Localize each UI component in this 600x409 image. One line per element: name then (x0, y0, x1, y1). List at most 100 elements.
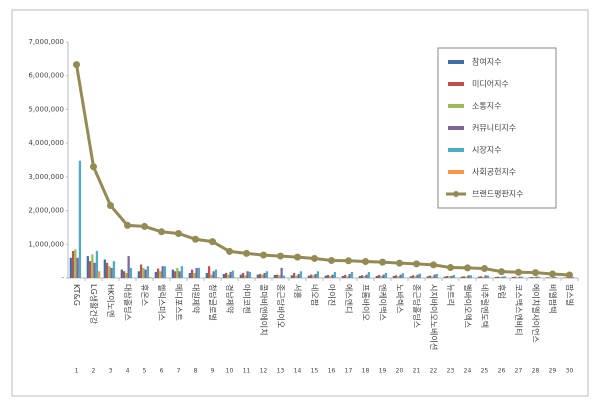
bar (171, 269, 174, 278)
bar (428, 275, 432, 278)
bar (516, 277, 519, 278)
bar (499, 276, 502, 278)
bar (137, 271, 140, 278)
bar (348, 273, 351, 278)
bar (129, 267, 133, 278)
legend-label: 사회공헌지수 (472, 168, 516, 177)
bar (292, 272, 296, 278)
bar (159, 271, 162, 278)
y-tick-label: 7,000,000 (28, 38, 64, 46)
bar (193, 272, 196, 278)
bar (78, 160, 82, 278)
legend-swatch (448, 60, 464, 64)
bar (127, 256, 130, 278)
bar (469, 275, 473, 278)
bar (382, 274, 385, 278)
bar (178, 271, 181, 278)
y-tick-label: 5,000,000 (28, 105, 64, 113)
bar (486, 275, 490, 278)
bar (530, 276, 534, 278)
bar (433, 274, 436, 278)
bar (103, 259, 106, 278)
y-tick-label: 1,000,000 (28, 240, 64, 248)
rank-label: 2 (92, 368, 96, 375)
bar (142, 267, 145, 278)
rank-label: 12 (260, 368, 268, 375)
bar (112, 261, 116, 278)
line-marker (90, 163, 97, 171)
bar (229, 271, 232, 278)
x-tick-label: 에스엔디 (344, 284, 354, 313)
bar (467, 275, 470, 278)
bar (108, 266, 111, 278)
bar (188, 272, 191, 278)
bar (295, 275, 298, 278)
rank-label: 9 (211, 368, 215, 375)
bar (360, 275, 364, 278)
bar (263, 272, 266, 278)
rank-label: 4 (126, 368, 130, 375)
bar (278, 275, 281, 278)
bar (547, 277, 551, 278)
bar (513, 276, 517, 278)
bar (214, 269, 218, 278)
bar (416, 274, 419, 278)
bar (479, 276, 483, 278)
x-tick-label: 시지바이오노베이션 (429, 284, 439, 350)
legend-marker (453, 191, 459, 197)
bar (333, 271, 337, 278)
bar (331, 274, 334, 278)
bar (248, 271, 252, 278)
bar (299, 271, 303, 278)
rank-label: 28 (532, 368, 540, 375)
bar (290, 275, 293, 278)
bar (550, 277, 553, 278)
bar (380, 275, 383, 278)
rank-label: 19 (379, 368, 387, 375)
bar (224, 272, 228, 278)
bar (426, 276, 429, 278)
bar (161, 266, 164, 278)
line-marker (362, 257, 369, 265)
x-tick-label: 아이진 (327, 284, 337, 306)
bar (217, 276, 220, 278)
bar (241, 272, 245, 278)
rank-label: 15 (311, 368, 319, 375)
line-marker (294, 253, 301, 261)
rank-label: 29 (549, 368, 557, 375)
bar (86, 256, 89, 278)
bar (545, 277, 548, 278)
rank-label: 18 (362, 368, 370, 375)
line-marker (226, 247, 233, 255)
bar (518, 276, 521, 278)
bar (520, 276, 524, 278)
bar (511, 276, 514, 278)
x-tick-label: 대원제약 (191, 284, 201, 314)
bar (173, 271, 177, 278)
legend-label: 커뮤니티지수 (472, 123, 516, 133)
x-tick-label: 헬릭스미스 (157, 284, 167, 321)
bar (392, 275, 395, 278)
x-tick-label: 청담글로벌 (208, 284, 218, 321)
bar (98, 271, 101, 278)
x-tick-label: 네추럴엔도텍 (480, 284, 490, 328)
bar (384, 272, 388, 278)
line-marker (447, 264, 454, 272)
line-marker (209, 238, 216, 246)
rank-label: 23 (447, 368, 455, 375)
rank-label: 17 (345, 368, 353, 375)
legend-swatch (448, 148, 464, 152)
rank-label: 3 (109, 368, 113, 375)
bar (358, 275, 361, 278)
bar (297, 273, 300, 278)
bar (122, 271, 126, 278)
x-tick-label: 엔케이맥스 (378, 284, 388, 321)
bar (125, 272, 128, 278)
line-marker (498, 268, 505, 276)
x-tick-label: 휴온스 (140, 284, 149, 306)
legend-swatch (448, 170, 464, 174)
bar (465, 276, 468, 278)
bar (552, 276, 555, 278)
bar (282, 275, 286, 278)
